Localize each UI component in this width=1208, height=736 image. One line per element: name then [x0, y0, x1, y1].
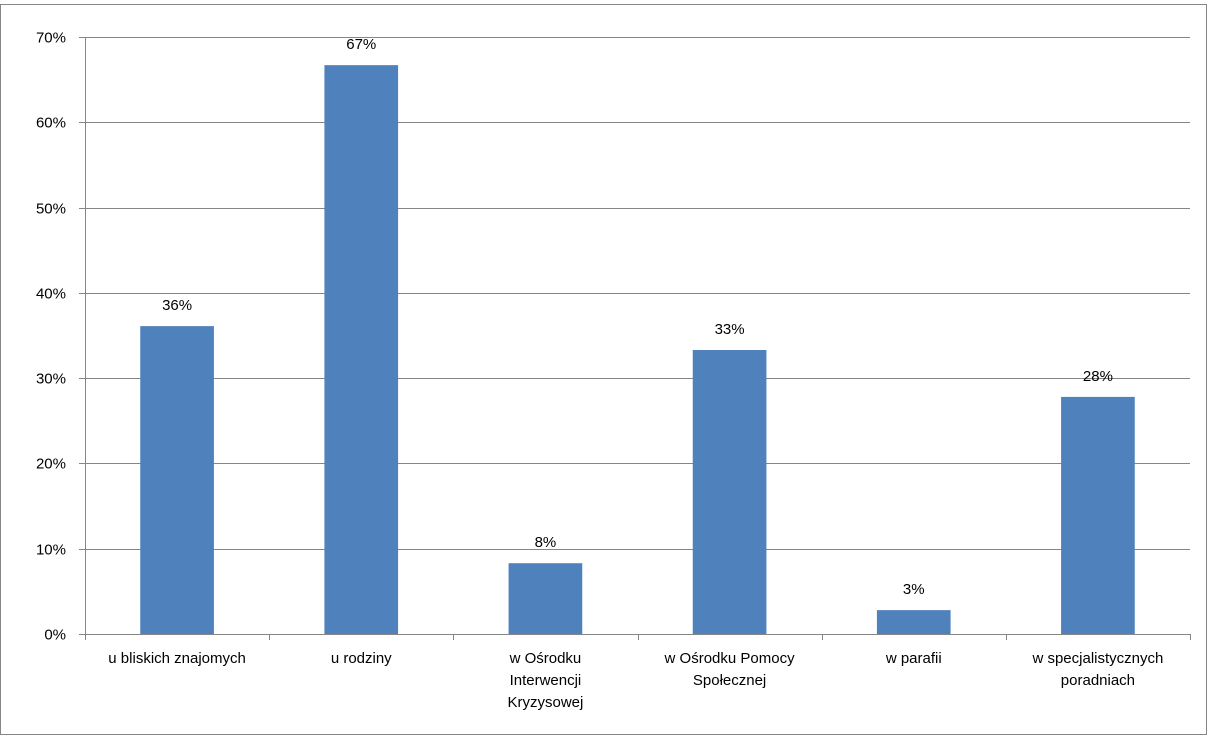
bar [1061, 396, 1135, 634]
data-label: 28% [1083, 368, 1113, 385]
data-label: 36% [162, 297, 192, 314]
bar [692, 349, 767, 634]
data-label: 8% [535, 534, 557, 551]
y-tick-label: 60% [36, 115, 66, 132]
data-label: 67% [346, 36, 376, 53]
x-category-label: w parafii [885, 650, 942, 667]
y-tick-label: 10% [36, 542, 66, 559]
data-label: 33% [715, 321, 745, 338]
x-category-label: w Ośrodku Pomocy Społecznej [664, 650, 796, 689]
y-tick-label: 30% [36, 371, 66, 388]
x-category-label: u rodziny [331, 650, 392, 667]
x-category-labels: u bliskich znajomych u rodziny w Ośrodku In… [108, 650, 1163, 711]
x-category-label: w Ośrodku Interwencji Kryzysowej [507, 650, 583, 711]
x-category-label: w specjalistycznych poradniach [1031, 650, 1163, 689]
y-tick-label: 0% [44, 627, 66, 644]
bars [140, 65, 1135, 634]
y-tick-label: 70% [36, 30, 66, 47]
bar [508, 563, 583, 634]
gridlines [85, 37, 1190, 550]
data-labels: 36% 67% 8% 33% 3% 28% [162, 36, 1113, 598]
y-tick-label: 40% [36, 286, 66, 303]
bar [140, 326, 214, 634]
axes [79, 37, 1191, 640]
y-tick-label: 20% [36, 456, 66, 473]
bar [876, 610, 951, 634]
data-label: 3% [903, 581, 925, 598]
x-category-label: u bliskich znajomych [108, 650, 246, 667]
y-tick-labels: 0% 10% 20% 30% 40% 50% 60% 70% [36, 30, 66, 644]
bar [324, 65, 399, 634]
y-tick-label: 50% [36, 201, 66, 218]
